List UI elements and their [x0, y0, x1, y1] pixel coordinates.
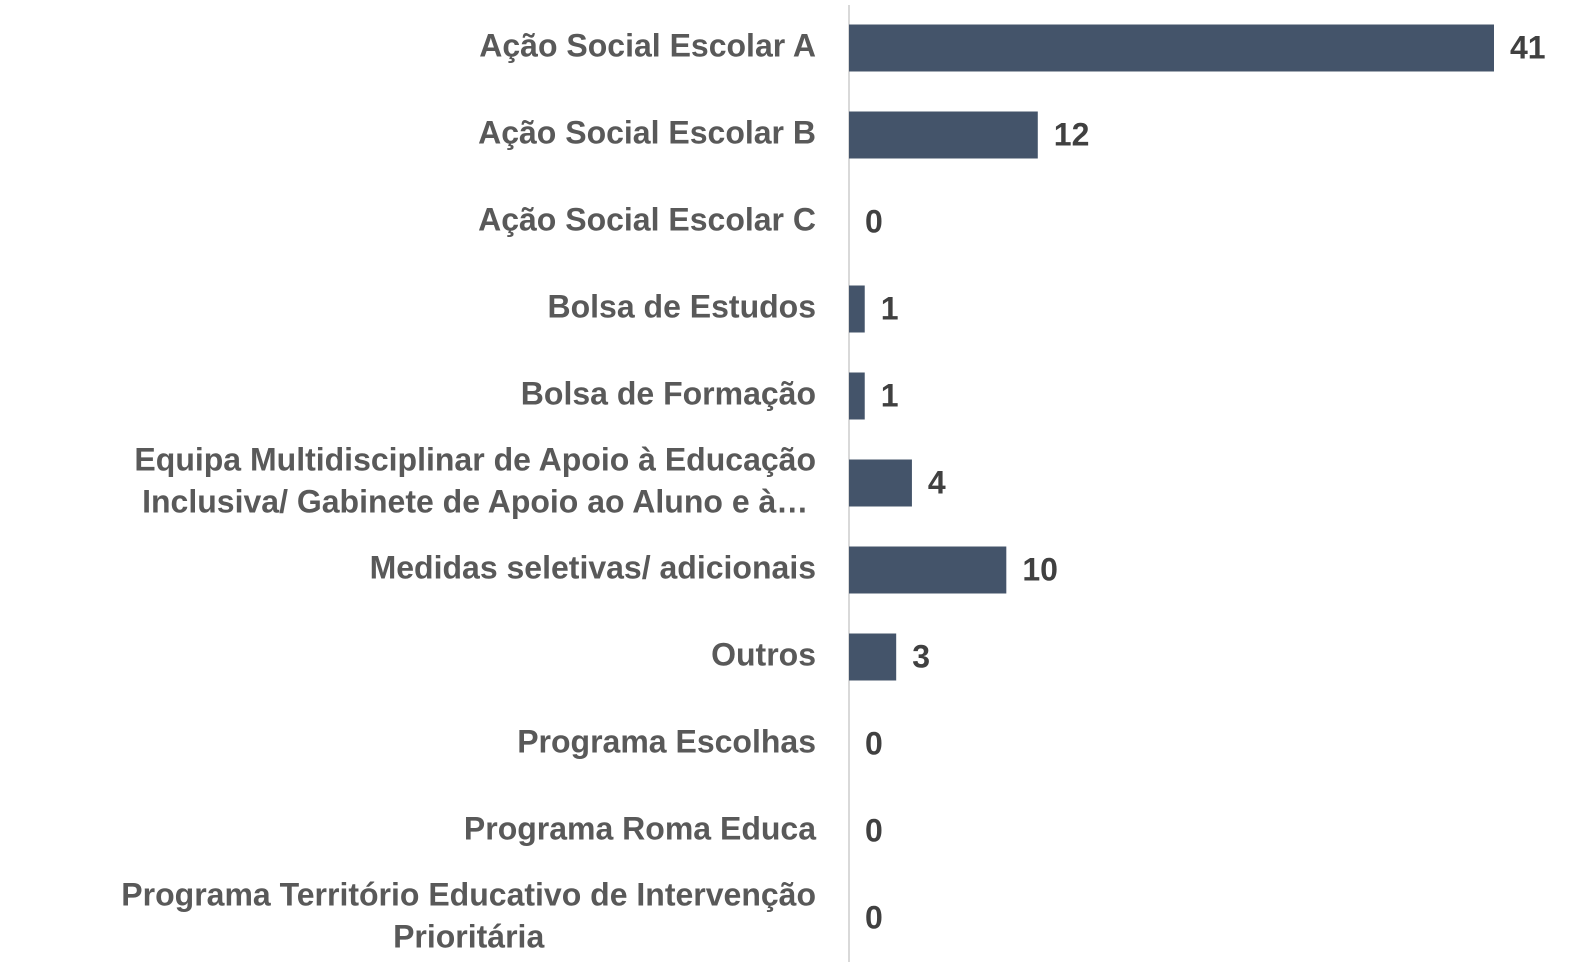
- category-label: Bolsa de Estudos: [548, 288, 817, 324]
- category-label: Programa Território Educativo de Interve…: [121, 876, 816, 912]
- category-label: Prioritária: [393, 918, 544, 954]
- value-label: 0: [865, 812, 883, 848]
- value-label: 10: [1022, 551, 1058, 587]
- value-label: 3: [912, 638, 930, 674]
- bar: [849, 459, 912, 507]
- value-label: 1: [881, 290, 899, 326]
- value-label: 1: [881, 377, 899, 413]
- value-label: 41: [1510, 29, 1546, 65]
- category-label: Bolsa de Formação: [521, 375, 816, 411]
- category-label: Equipa Multidisciplinar de Apoio à Educa…: [134, 441, 816, 477]
- bar: [849, 372, 865, 420]
- value-label: 0: [865, 899, 883, 935]
- value-label: 12: [1054, 116, 1090, 152]
- bar: [849, 24, 1494, 72]
- category-label: Inclusiva/ Gabinete de Apoio ao Aluno e …: [142, 483, 808, 519]
- category-label: Ação Social Escolar B: [478, 114, 816, 150]
- value-label: 4: [928, 464, 946, 500]
- value-label: 0: [865, 203, 883, 239]
- bar: [849, 633, 897, 681]
- category-label: Medidas seletivas/ adicionais: [370, 549, 816, 585]
- value-label: 0: [865, 725, 883, 761]
- category-label: Outros: [711, 636, 816, 672]
- bar: [849, 546, 1007, 594]
- category-label: Ação Social Escolar A: [479, 27, 816, 63]
- category-label: Programa Roma Educa: [464, 810, 816, 846]
- category-label: Ação Social Escolar C: [478, 201, 816, 237]
- category-label: Programa Escolhas: [517, 723, 816, 759]
- bar: [849, 285, 865, 333]
- bar: [849, 111, 1038, 159]
